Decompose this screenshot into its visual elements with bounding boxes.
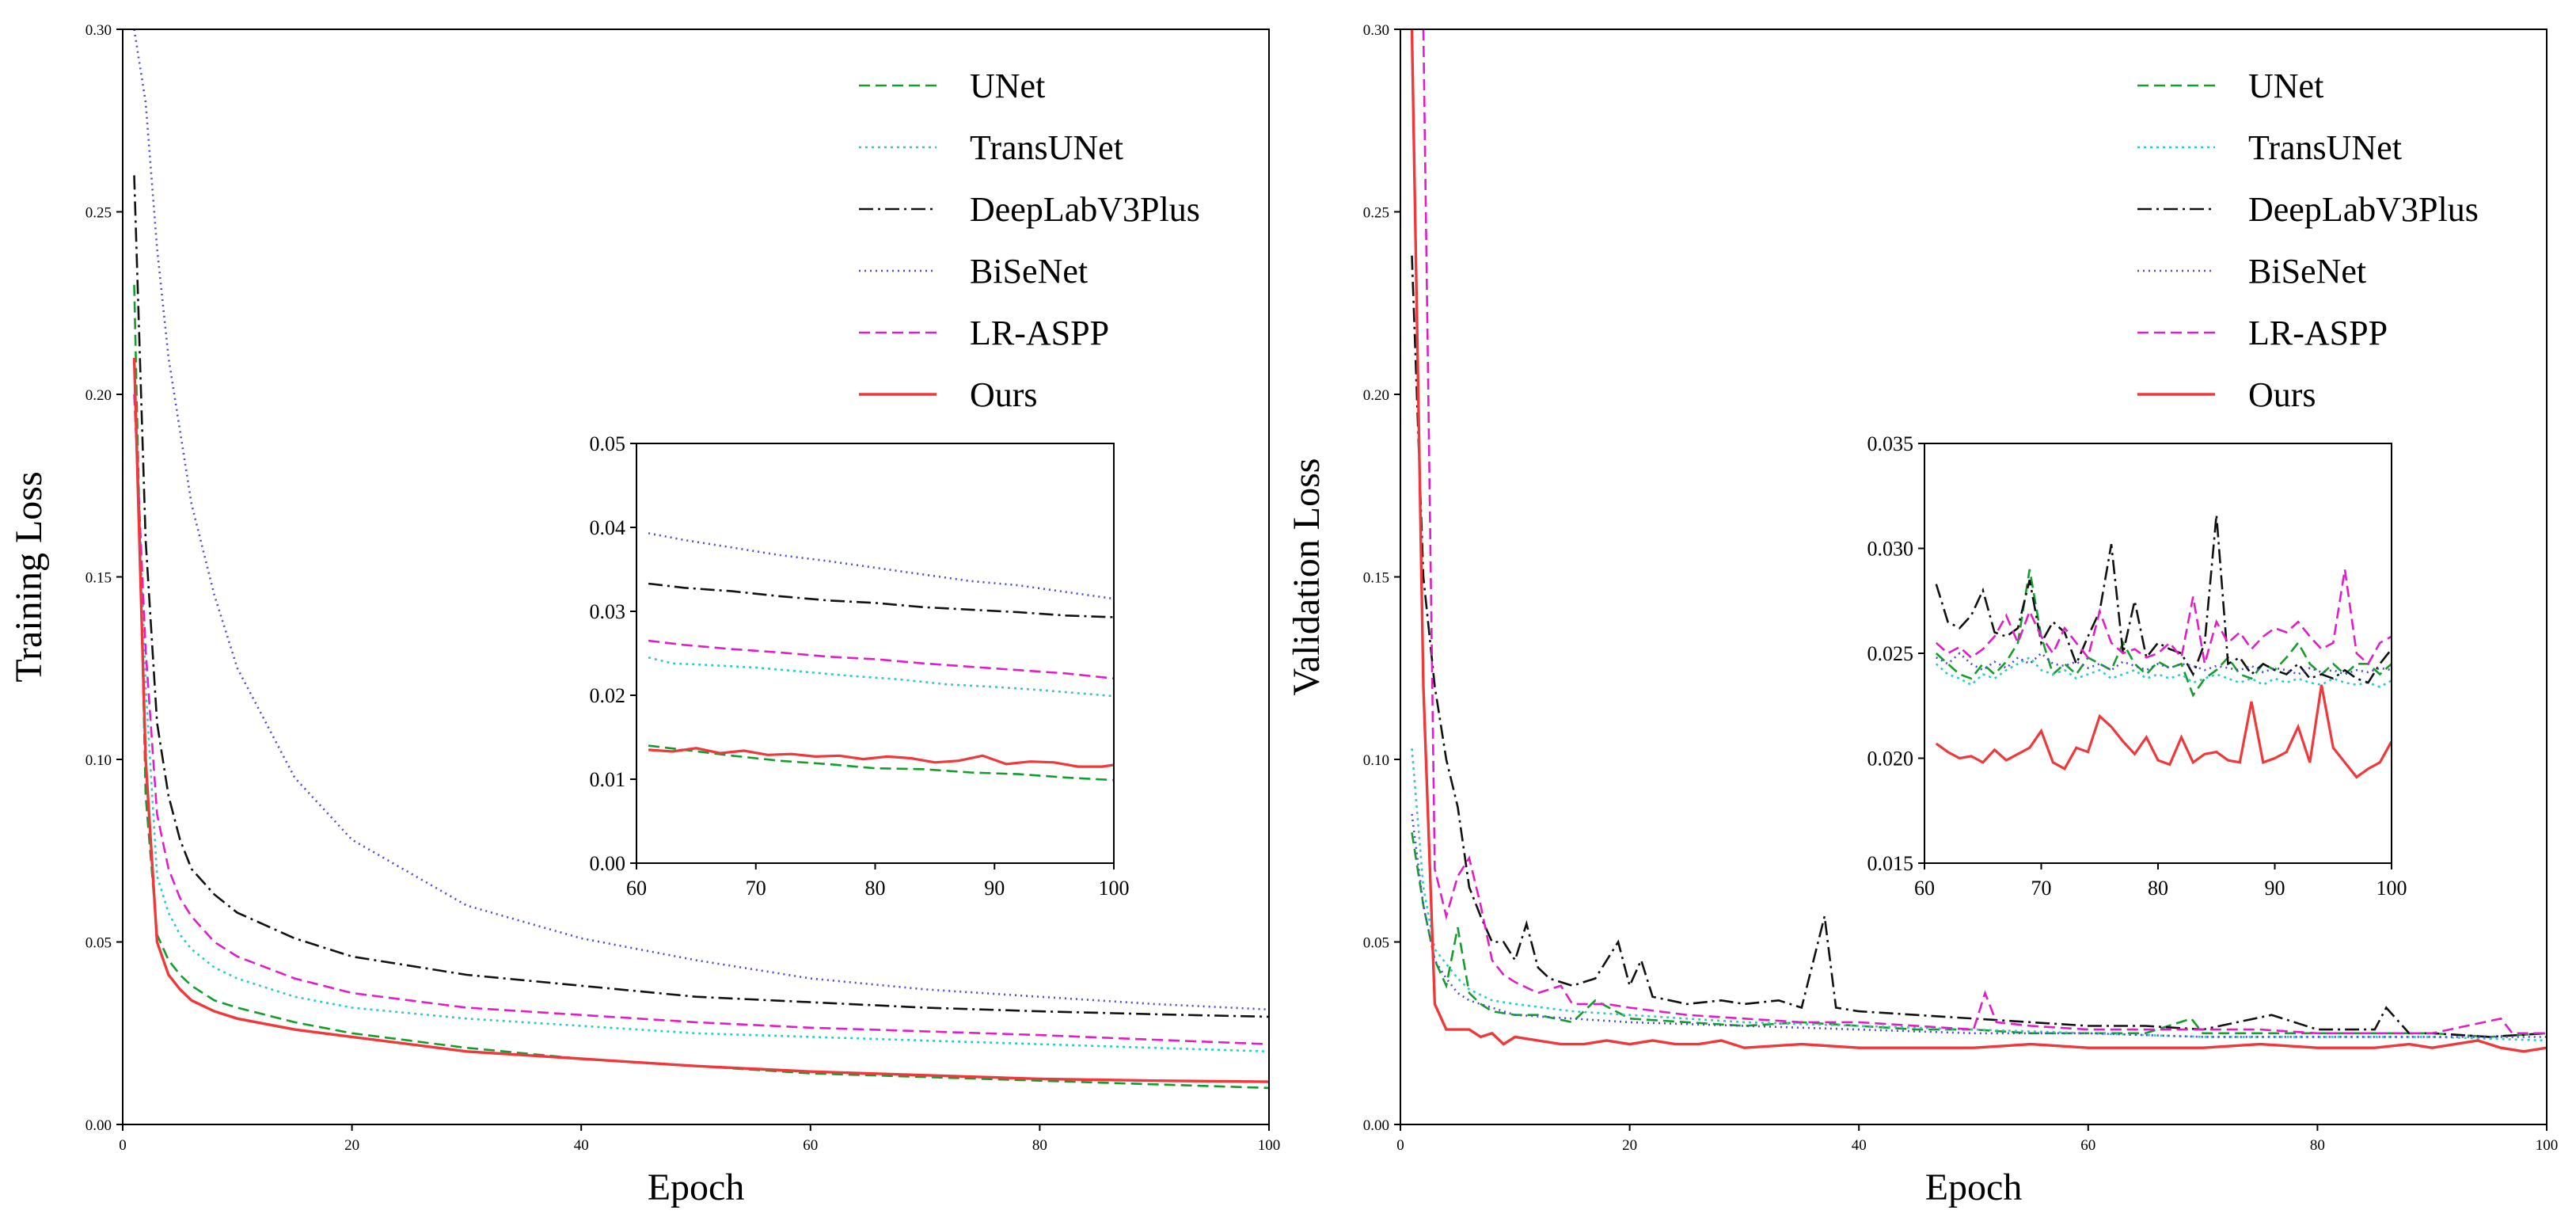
chart1-inset-y-tick-label: 0.01 xyxy=(590,768,626,791)
chart1-x-axis-label: Epoch xyxy=(648,1166,745,1208)
chart2-series-ours xyxy=(1410,29,2547,1053)
chart1-inset-series-lr-aspp xyxy=(648,639,1114,680)
chart2-x-tick-label: 40 xyxy=(1852,1137,1867,1154)
chart1-inset: 60 70 80 90 100 0.00 0.01 0.02 0.03 0.04 0.05 xyxy=(590,432,1130,900)
chart2-series-unet xyxy=(1411,831,2547,1038)
chart1-legend-label-lr-aspp: LR-ASPP xyxy=(970,314,1109,352)
chart1-x-tick-label: 20 xyxy=(344,1137,359,1154)
chart2-inset-y-tick-label: 0.030 xyxy=(1867,538,1914,561)
chart1-inset-y-tick-label: 0.03 xyxy=(590,600,626,623)
chart1-inset-x-tick-label: 60 xyxy=(626,877,647,900)
chart1-inset-series-deeplabv3plus xyxy=(648,582,1114,618)
chart1-x-tick-label: 40 xyxy=(574,1137,589,1154)
chart2-legend-label-ours: Ours xyxy=(2248,375,2316,414)
chart1-legend-label-unet: UNet xyxy=(970,67,1045,105)
chart2-series-deeplabv3plus xyxy=(1411,255,2547,1038)
chart2-legend: UNet TransUNet DeepLabV3Plus BiSeNet LR-ASPP… xyxy=(2137,67,2479,414)
chart1-y-tick-label: 0.10 xyxy=(85,752,112,769)
chart2-y-axis-label: Validation Loss xyxy=(1286,458,1328,696)
chart1-y-tick-label: 0.15 xyxy=(85,570,112,587)
chart1-y-axis-label: Training Loss xyxy=(8,471,50,682)
chart1-legend-label-transunet: TransUNet xyxy=(970,128,1123,167)
chart1-inset-x-tick-label: 100 xyxy=(1099,877,1130,900)
chart1-y-tick-label: 0.30 xyxy=(85,22,112,39)
chart2-y-tick-label: 0.25 xyxy=(1363,205,1389,222)
chart1-inset-y-tick-label: 0.04 xyxy=(590,516,626,539)
chart2: 0 20 40 60 80 100 0.00 0.05 0.10 0.15 0.20 0.25 0.30… xyxy=(1286,22,2558,1208)
chart1-inset-y-tick-label: 0.02 xyxy=(590,684,626,707)
chart1-x-tick-label: 0 xyxy=(119,1137,127,1154)
chart1-y-tick-label: 0.00 xyxy=(85,1117,112,1134)
chart2-y-tick-label: 0.05 xyxy=(1363,935,1389,952)
chart1-inset-series-unet xyxy=(648,744,1114,782)
chart1-inset-x-tick-label: 80 xyxy=(865,877,886,900)
chart2-legend-label-bisenet: BiSeNet xyxy=(2248,252,2366,291)
chart2-inset-y-tick-label: 0.035 xyxy=(1867,432,1914,455)
chart1-inset-series-transunet xyxy=(648,656,1114,698)
chart2-inset-x-tick-label: 60 xyxy=(1914,877,1935,900)
chart1-y-tick-label: 0.25 xyxy=(85,205,112,222)
chart2-inset-series-lr-aspp xyxy=(1935,569,2392,666)
chart1-inset-y-tick-label: 0.00 xyxy=(590,852,626,875)
chart2-y-tick-label: 0.00 xyxy=(1363,1117,1389,1134)
chart2-inset-x-tick-label: 80 xyxy=(2148,877,2168,900)
chart2-y-tick-label: 0.20 xyxy=(1363,387,1389,404)
chart1-inset-x-tick-label: 70 xyxy=(746,877,766,900)
chart2-x-tick-label: 80 xyxy=(2310,1137,2325,1154)
chart1-legend-label-bisenet: BiSeNet xyxy=(970,252,1088,291)
chart1-series-deeplabv3plus xyxy=(133,175,1269,1018)
chart2-inset-y-tick-label: 0.015 xyxy=(1867,852,1914,875)
chart1-x-tick-label: 100 xyxy=(1258,1137,1281,1154)
chart2-y-tick-label: 0.10 xyxy=(1363,752,1389,769)
chart1-x-tick-label: 60 xyxy=(803,1137,818,1154)
chart2-x-axis-label: Epoch xyxy=(1925,1166,2023,1208)
chart1-series-unet xyxy=(133,284,1269,1090)
chart2-x-tick-label: 100 xyxy=(2536,1137,2559,1154)
chart2-legend-label-deeplabv3plus: DeepLabV3Plus xyxy=(2248,190,2479,229)
chart1-series-ours xyxy=(132,357,1269,1083)
chart1-y-tick-label: 0.05 xyxy=(85,935,112,952)
chart1-inset-y-tick-label: 0.05 xyxy=(590,432,626,455)
chart2-inset-x-tick-label: 70 xyxy=(2031,877,2052,900)
chart1: 0 20 40 60 80 100 0.00 0.05 0.10 0.15 0.20 0.25 0.30… xyxy=(8,22,1280,1208)
chart2-series-transunet xyxy=(1411,748,2547,1042)
chart1-series-lr-aspp xyxy=(133,394,1269,1045)
chart2-inset-x-tick-label: 90 xyxy=(2265,877,2285,900)
chart1-legend: UNet TransUNet DeepLabV3Plus BiSeNet LR-ASPP… xyxy=(859,67,1200,414)
chart2-x-tick-label: 0 xyxy=(1396,1137,1404,1154)
chart1-inset-series-ours xyxy=(648,747,1114,768)
chart2-inset: 60 70 80 90 100 0.015 0.020 0.025 0.030 0.035 xyxy=(1867,432,2407,900)
chart2-legend-label-transunet: TransUNet xyxy=(2248,128,2402,167)
chart2-series-lr-aspp xyxy=(1422,29,2547,1035)
chart2-x-tick-label: 20 xyxy=(1622,1137,1637,1154)
chart2-inset-y-tick-label: 0.020 xyxy=(1867,748,1914,771)
chart2-inset-series-deeplabv3plus xyxy=(1935,514,2392,684)
chart1-x-tick-label: 80 xyxy=(1032,1137,1047,1154)
chart2-y-tick-label: 0.15 xyxy=(1363,570,1389,587)
chart2-legend-label-unet: UNet xyxy=(2248,67,2323,105)
chart2-inset-x-tick-label: 100 xyxy=(2377,877,2407,900)
chart1-y-tick-label: 0.20 xyxy=(85,387,112,404)
chart2-x-tick-label: 60 xyxy=(2080,1137,2095,1154)
chart2-inset-series-transunet xyxy=(1935,656,2392,688)
chart1-legend-label-deeplabv3plus: DeepLabV3Plus xyxy=(970,190,1200,229)
chart1-series-bisenet xyxy=(133,29,1269,1011)
chart1-legend-label-ours: Ours xyxy=(970,375,1038,414)
chart2-inset-series-ours xyxy=(1935,684,2392,779)
chart2-inset-y-tick-label: 0.025 xyxy=(1867,642,1914,665)
chart2-legend-label-lr-aspp: LR-ASPP xyxy=(2248,314,2388,352)
chart1-inset-x-tick-label: 90 xyxy=(984,877,1005,900)
chart2-y-tick-label: 0.30 xyxy=(1363,22,1389,39)
